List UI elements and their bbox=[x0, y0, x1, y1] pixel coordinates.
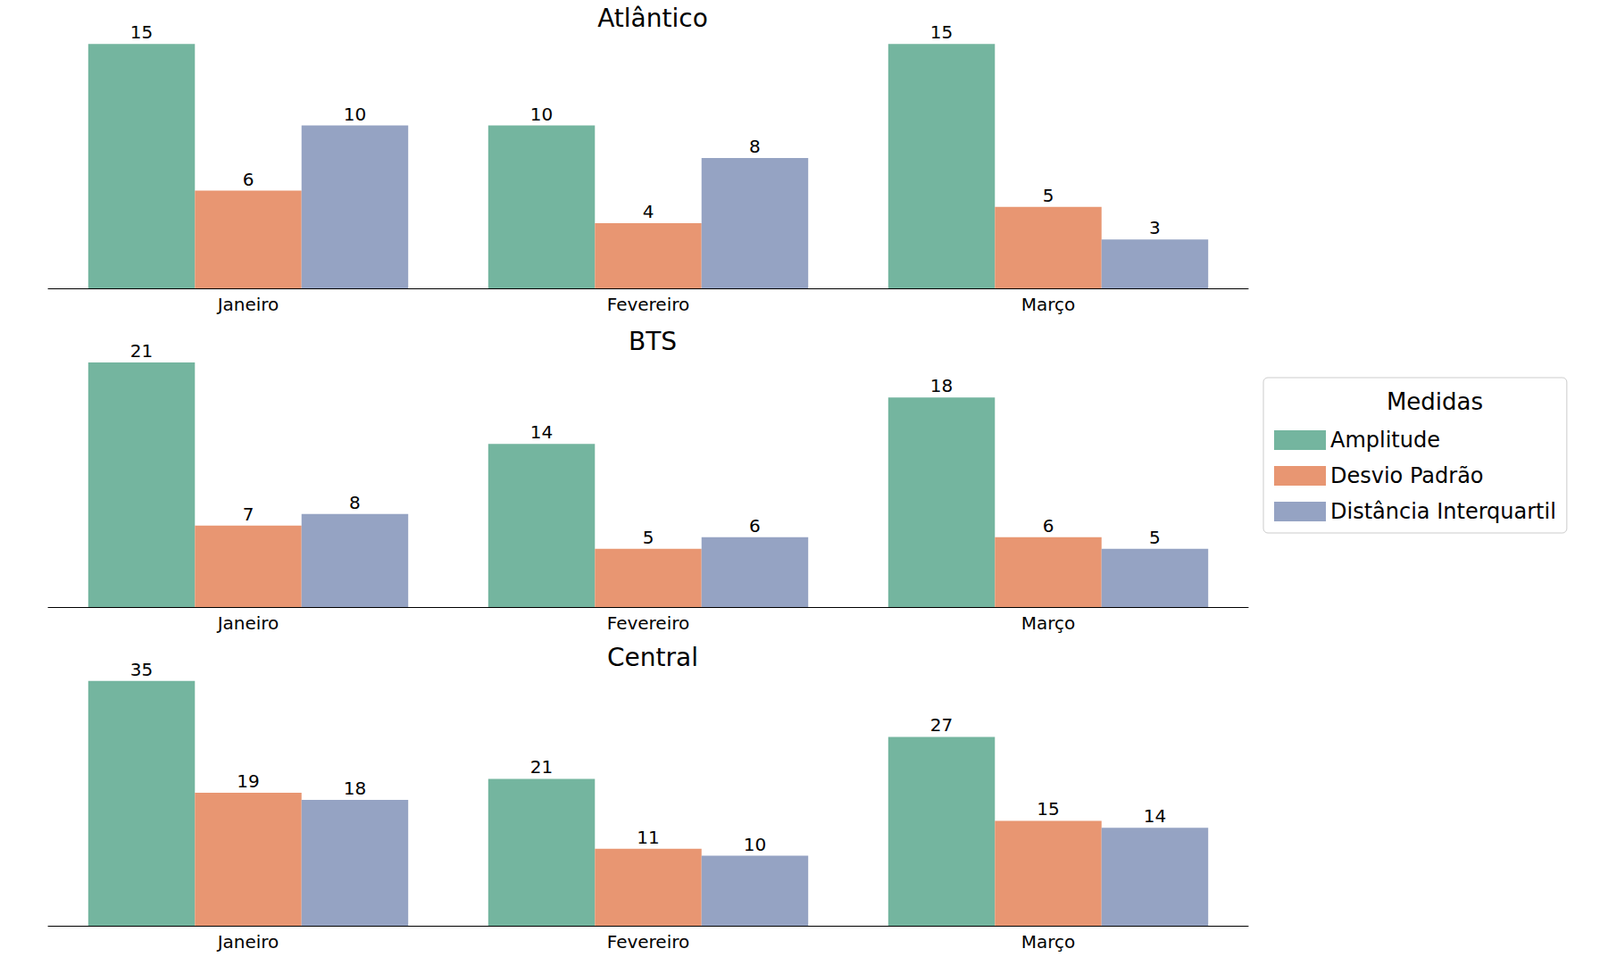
svg-text:15: 15 bbox=[1036, 798, 1059, 820]
svg-text:Março: Março bbox=[1021, 612, 1076, 634]
svg-text:Março: Março bbox=[1021, 293, 1076, 316]
svg-text:6: 6 bbox=[242, 168, 255, 191]
svg-text:7: 7 bbox=[242, 503, 255, 525]
svg-text:11: 11 bbox=[636, 826, 659, 849]
svg-text:8: 8 bbox=[349, 491, 361, 514]
svg-text:5: 5 bbox=[1149, 526, 1161, 549]
svg-text:4: 4 bbox=[642, 200, 655, 223]
svg-text:18: 18 bbox=[930, 375, 953, 397]
svg-text:21: 21 bbox=[530, 756, 553, 778]
svg-text:Amplitude: Amplitude bbox=[1330, 427, 1441, 453]
svg-text:14: 14 bbox=[530, 421, 553, 443]
svg-text:Central: Central bbox=[607, 642, 699, 673]
svg-text:5: 5 bbox=[1042, 184, 1055, 207]
svg-text:15: 15 bbox=[130, 21, 153, 43]
svg-text:10: 10 bbox=[743, 833, 767, 856]
svg-text:Distância Interquartil: Distância Interquartil bbox=[1330, 499, 1557, 525]
svg-text:27: 27 bbox=[930, 714, 953, 736]
svg-text:8: 8 bbox=[749, 135, 761, 158]
svg-text:Março: Março bbox=[1021, 931, 1076, 953]
svg-text:3: 3 bbox=[1149, 216, 1161, 239]
svg-text:35: 35 bbox=[130, 658, 153, 681]
svg-text:10: 10 bbox=[343, 103, 367, 125]
svg-text:BTS: BTS bbox=[628, 326, 677, 357]
svg-text:Fevereiro: Fevereiro bbox=[607, 293, 691, 316]
svg-text:Janeiro: Janeiro bbox=[216, 612, 280, 634]
svg-text:6: 6 bbox=[1042, 515, 1055, 537]
svg-text:21: 21 bbox=[130, 340, 153, 362]
svg-text:Fevereiro: Fevereiro bbox=[607, 931, 691, 953]
svg-text:15: 15 bbox=[930, 21, 953, 43]
svg-text:Fevereiro: Fevereiro bbox=[607, 612, 691, 634]
svg-text:Desvio Padrão: Desvio Padrão bbox=[1330, 463, 1484, 489]
svg-text:19: 19 bbox=[236, 770, 259, 792]
svg-text:10: 10 bbox=[530, 103, 553, 125]
svg-text:5: 5 bbox=[642, 526, 655, 549]
svg-text:14: 14 bbox=[1143, 805, 1167, 827]
svg-text:Medidas: Medidas bbox=[1386, 388, 1484, 416]
svg-text:Atlântico: Atlântico bbox=[597, 3, 709, 34]
svg-text:Janeiro: Janeiro bbox=[216, 931, 280, 953]
svg-text:Janeiro: Janeiro bbox=[216, 293, 280, 316]
svg-text:18: 18 bbox=[343, 777, 367, 800]
svg-text:6: 6 bbox=[749, 515, 761, 537]
